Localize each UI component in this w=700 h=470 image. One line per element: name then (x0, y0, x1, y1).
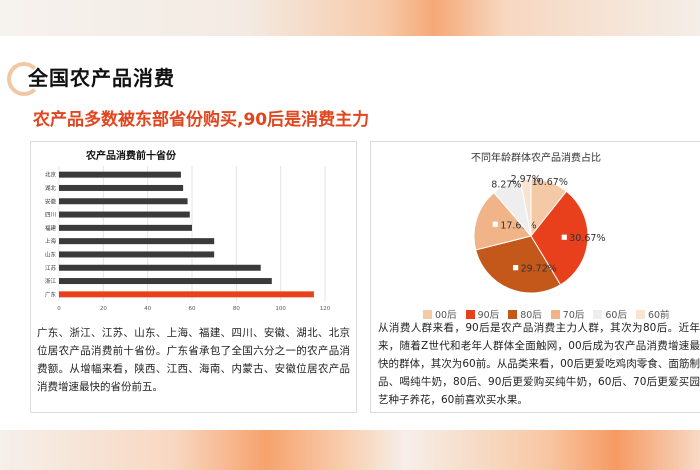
page-title: 全国农产品消费 (28, 66, 175, 90)
legend-item: 90后 (465, 307, 500, 321)
top-decor-band (0, 0, 700, 36)
bar (59, 184, 184, 191)
pie-slice (519, 178, 532, 237)
slice-value-label: 17.69% (500, 220, 536, 231)
slice-marker (560, 233, 568, 241)
legend-label: 00后 (435, 310, 457, 321)
age-description: 从消费人群来看，90后是农产品消费主力人群，其次为80后。近年来，随着Z世代和老… (378, 322, 700, 406)
bar (59, 171, 181, 178)
x-tick-label: 100 (275, 306, 286, 312)
slice-marker (491, 220, 499, 228)
bar (59, 264, 261, 271)
legend-label: 60前 (647, 310, 670, 321)
title-ring-icon (7, 62, 41, 96)
x-tick-label: 120 (320, 306, 331, 312)
x-tick-label: 0 (57, 306, 61, 312)
province-panel: 农产品消费前十省份 0 20 40 60 80 100 120 北京湖北安徽四川福建上海山东江… (30, 141, 357, 413)
legend-label: 90后 (477, 310, 500, 321)
x-tick-label: 40 (144, 306, 151, 312)
legend-swatch (423, 309, 432, 319)
slice-value-label: 29.72% (521, 264, 557, 275)
category-label: 浙江 (45, 277, 57, 285)
legend-label: 60后 (605, 310, 627, 321)
legend-swatch (550, 309, 560, 319)
slice-value-label: 8.27% (491, 180, 521, 191)
category-label: 广东 (45, 290, 57, 298)
legend-item: 00后 (423, 307, 457, 321)
bar-chart-title: 农产品消费前十省份 (86, 151, 176, 162)
pie-slice (473, 191, 532, 251)
bar (59, 238, 215, 245)
slice-marker (512, 264, 519, 272)
page-subtitle: 农产品多数被东部省份购买,90后是消费主力 (33, 110, 370, 130)
x-tick-label: 60 (189, 306, 196, 312)
legend-item: 80后 (508, 307, 542, 321)
pie-legend: 00后 90后 80后 70后 60后 60前 (423, 307, 670, 321)
slice-value-label: 2.97% (511, 174, 541, 185)
legend-swatch (508, 309, 518, 319)
province-description: 广东、浙江、江苏、山东、上海、福建、四川、安徽、湖北、北京位居农产品消费前十省份… (37, 327, 350, 393)
category-label: 上海 (45, 237, 57, 245)
bar (59, 224, 192, 231)
legend-swatch (465, 309, 475, 319)
category-label: 四川 (45, 212, 56, 219)
pie-slice (530, 190, 589, 286)
legend-item: 60前 (635, 307, 670, 321)
category-label: 福建 (45, 224, 57, 232)
bar (59, 291, 314, 298)
slice-value-label: 30.67% (569, 233, 605, 244)
legend-item: 60后 (593, 307, 627, 321)
age-panel: 不同年龄群体农产品消费占比 10.67% 30.67% 29.72% 17.69% 8.… (370, 141, 700, 413)
bar (59, 278, 272, 285)
bar (59, 251, 215, 258)
x-tick-label: 20 (100, 306, 107, 312)
category-label: 山东 (45, 250, 57, 258)
legend-swatch (635, 309, 645, 319)
pie-chart-title: 不同年龄群体农产品消费占比 (471, 153, 601, 164)
category-label: 江苏 (45, 264, 57, 272)
x-tick-label: 80 (233, 306, 240, 312)
category-label: 北京 (45, 171, 57, 179)
age-pie-chart: 10.67% 30.67% 29.72% 17.69% 8.27%2.97% (473, 174, 606, 294)
category-label: 安徽 (45, 197, 57, 205)
legend-item: 70后 (550, 307, 585, 321)
bottom-decor-band (0, 430, 700, 470)
legend-label: 80后 (520, 310, 542, 321)
legend-swatch (593, 309, 603, 319)
bar (59, 198, 188, 205)
slice-value-label: 10.67% (532, 177, 568, 188)
bar (59, 211, 190, 218)
category-label: 湖北 (45, 184, 57, 192)
legend-label: 70后 (562, 310, 585, 321)
